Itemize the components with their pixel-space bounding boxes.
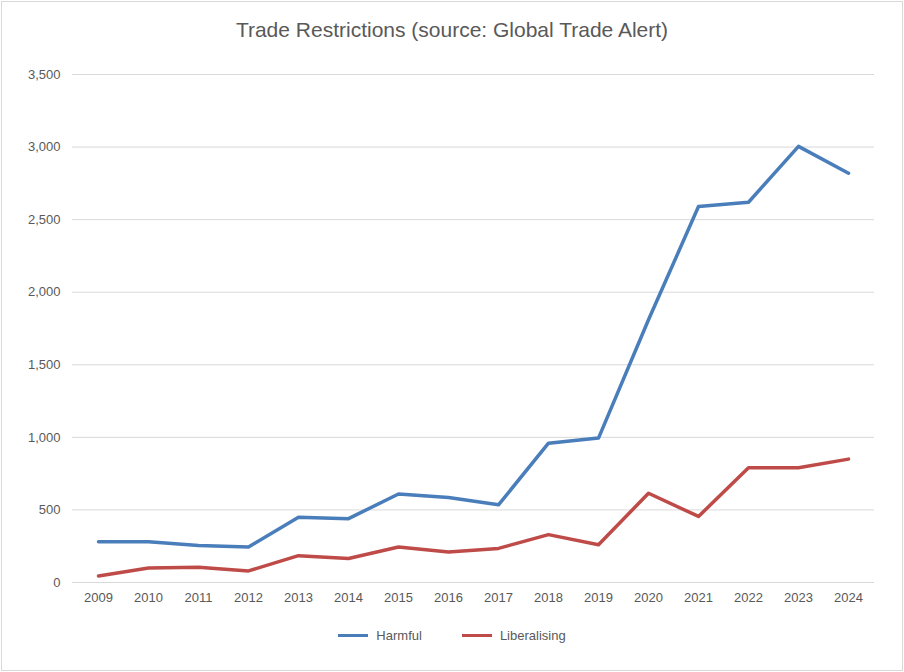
svg-text:3,500: 3,500 (28, 67, 61, 82)
svg-text:2011: 2011 (185, 590, 213, 605)
svg-text:0: 0 (53, 575, 60, 590)
svg-text:1,000: 1,000 (28, 430, 61, 445)
svg-text:2016: 2016 (434, 590, 463, 605)
svg-text:2,500: 2,500 (28, 212, 61, 227)
svg-text:2018: 2018 (534, 590, 563, 605)
svg-text:2010: 2010 (134, 590, 163, 605)
svg-text:2023: 2023 (784, 590, 813, 605)
html-text:Liberalising: Liberalising (499, 628, 566, 643)
svg-text:2021: 2021 (684, 590, 713, 605)
svg-text:2024: 2024 (834, 590, 863, 605)
svg-text:1,500: 1,500 (28, 357, 61, 372)
svg-text:2,000: 2,000 (28, 284, 61, 299)
svg-text:3,000: 3,000 (28, 139, 61, 154)
svg-text:2017: 2017 (484, 590, 513, 605)
svg-text:2013: 2013 (284, 590, 313, 605)
svg-text:2020: 2020 (634, 590, 663, 605)
html-text:Trade Restrictions (source: Gl: Trade Restrictions (source: Global Trade… (235, 18, 669, 41)
svg-text:2012: 2012 (234, 590, 263, 605)
svg-text:500: 500 (39, 502, 61, 517)
svg-text:2019: 2019 (584, 590, 613, 605)
svg-text:2009: 2009 (84, 590, 113, 605)
svg-text:2014: 2014 (334, 590, 363, 605)
html-text:Harmful: Harmful (376, 628, 422, 643)
svg-text:2022: 2022 (734, 590, 763, 605)
svg-text:2015: 2015 (384, 590, 413, 605)
